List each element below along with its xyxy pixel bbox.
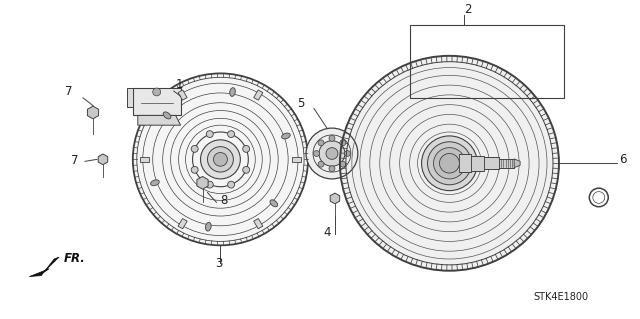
Polygon shape <box>253 90 263 100</box>
Polygon shape <box>197 176 208 189</box>
Circle shape <box>191 167 198 173</box>
Text: 3: 3 <box>216 257 223 270</box>
Circle shape <box>153 88 161 96</box>
Ellipse shape <box>270 200 278 207</box>
Ellipse shape <box>230 88 236 96</box>
Text: 5: 5 <box>297 97 305 110</box>
Text: 8: 8 <box>220 194 228 207</box>
Circle shape <box>340 140 346 146</box>
Circle shape <box>314 151 319 156</box>
Circle shape <box>440 153 460 173</box>
Bar <box>499 159 514 168</box>
Bar <box>460 154 471 172</box>
Circle shape <box>306 128 358 179</box>
Circle shape <box>428 142 471 185</box>
Circle shape <box>319 141 345 166</box>
Text: 7: 7 <box>71 154 79 167</box>
Circle shape <box>318 140 324 146</box>
Circle shape <box>329 166 335 172</box>
Ellipse shape <box>282 133 291 139</box>
Bar <box>484 157 499 169</box>
Circle shape <box>344 151 350 156</box>
Circle shape <box>228 181 235 188</box>
Polygon shape <box>330 193 340 204</box>
Circle shape <box>340 161 346 167</box>
Text: 2: 2 <box>465 3 472 16</box>
Polygon shape <box>292 157 301 162</box>
Polygon shape <box>29 257 59 277</box>
Circle shape <box>214 152 227 166</box>
Ellipse shape <box>163 112 171 119</box>
Circle shape <box>207 147 234 172</box>
Text: 4: 4 <box>323 226 330 239</box>
Circle shape <box>228 131 235 137</box>
Polygon shape <box>88 106 99 119</box>
Bar <box>133 88 180 115</box>
Polygon shape <box>138 115 180 125</box>
Ellipse shape <box>150 180 159 186</box>
Circle shape <box>329 136 335 141</box>
Ellipse shape <box>205 222 211 231</box>
Circle shape <box>326 148 338 160</box>
Circle shape <box>133 73 308 245</box>
Circle shape <box>433 148 465 179</box>
Polygon shape <box>178 90 187 100</box>
Text: 7: 7 <box>65 85 72 98</box>
Circle shape <box>318 161 324 167</box>
Polygon shape <box>98 154 108 165</box>
Circle shape <box>243 167 250 173</box>
Text: FR.: FR. <box>64 252 86 265</box>
Circle shape <box>206 131 213 137</box>
Polygon shape <box>127 88 133 107</box>
Circle shape <box>206 181 213 188</box>
Text: 6: 6 <box>619 153 626 166</box>
Bar <box>471 156 484 171</box>
Circle shape <box>191 145 198 152</box>
Text: STK4E1800: STK4E1800 <box>534 292 589 302</box>
Circle shape <box>200 140 241 179</box>
Polygon shape <box>514 159 520 168</box>
Circle shape <box>243 145 250 152</box>
Circle shape <box>422 136 477 191</box>
Text: 1: 1 <box>175 78 183 91</box>
Polygon shape <box>140 157 149 162</box>
Polygon shape <box>178 219 187 229</box>
Circle shape <box>340 56 559 271</box>
Polygon shape <box>253 219 263 229</box>
Bar <box>410 25 564 98</box>
